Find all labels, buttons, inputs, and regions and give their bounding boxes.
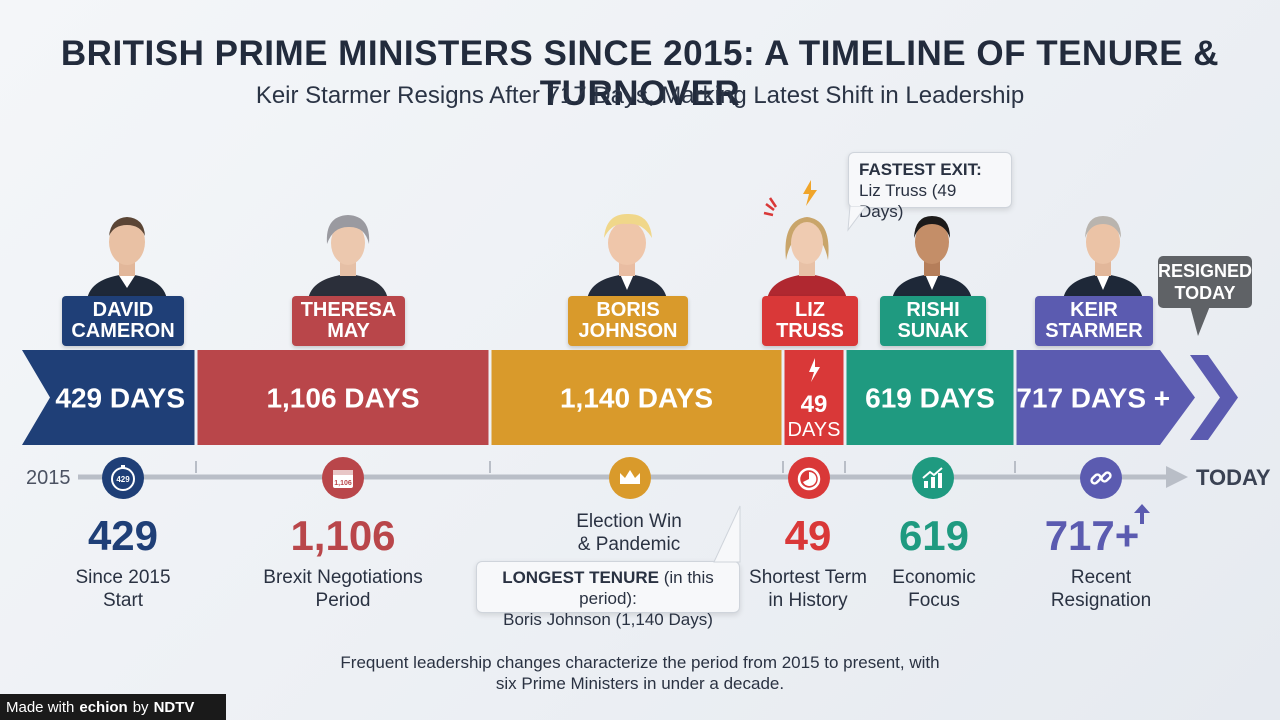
stat-label-line: in History [768,590,848,611]
longest-tenure-title: LONGEST TENURE [502,568,659,587]
longest-tenure-body: Boris Johnson (1,140 Days) [503,610,713,629]
lightning-icon [803,180,817,206]
longest-tenure-heading: LONGEST TENURE (in this period): [485,567,731,609]
longest-tenure-callout: LONGEST TENURE (in this period): Boris J… [476,561,740,629]
bar-label-sunak: 619 DAYS [865,383,995,414]
stat-label-sunak: Economic Focus [834,566,1034,612]
stat-label-line: Start [102,590,144,611]
fastest-exit-body: Liz Truss (49 Days) [859,181,957,221]
name-first: KEIR [1070,299,1118,321]
stat-label-line: Shortest Term [749,567,867,588]
axis-start-label: 2015 [26,467,71,489]
name-last: TRUSS [776,320,844,342]
bar-johnson [491,350,782,445]
stat-label-truss: Shortest Term in History [708,566,908,612]
truss-portrait [767,217,847,300]
name-first: THERESA [300,299,397,321]
bar-label-truss: 49 [801,391,828,418]
stat-may: 1,106 [290,512,396,559]
axis-end-label: TODAY [1196,465,1271,490]
name-sunak: RISHI SUNAK [880,296,986,346]
resigned-line-1: RESIGNED [1158,261,1253,281]
timer-icon [788,457,830,499]
name-may: THERESA MAY [292,296,405,346]
name-johnson: BORIS JOHNSON [568,296,688,346]
name-first: DAVID [92,299,154,321]
stat-truss: 49 [784,512,832,559]
stat-label-line: Period [315,590,371,611]
bar-sunak [846,350,1014,445]
badge-by: by [132,698,149,716]
badge-prefix: Made with [6,698,75,716]
stopwatch-icon: 429 [102,457,144,499]
made-with-badge: Made with echion by NDTV [0,694,226,720]
name-cameron: DAVID CAMERON [62,296,184,346]
name-last: SUNAK [897,320,969,342]
name-last: MAY [327,320,370,342]
page-title: BRITISH PRIME MINISTERS SINCE 2015: A TI… [60,34,1220,113]
stat-label-line: Focus [908,590,960,611]
growth-chart-icon [912,457,954,499]
calendar-icon-text: 1,106 [334,480,352,487]
fastest-exit-pointer [847,206,867,232]
bar-cameron [22,350,195,445]
bar-label-cameron: 429 DAYS [55,383,185,414]
name-last: STARMER [1045,320,1143,342]
stat-label-line: Since 2015 [75,567,171,588]
may-portrait [308,215,388,300]
bar-sublabel-truss: DAYS [788,419,841,441]
stat-label-starmer: Recent Resignation [1001,566,1201,612]
footer-note: Frequent leadership changes characterize… [340,653,940,693]
bar-label-starmer: 717 DAYS + [1016,383,1170,414]
stat-label-johnson: Election Win & Pandemic [529,510,729,556]
resigned-line-2: TODAY [1174,283,1236,303]
up-arrow-icon [1134,504,1150,524]
name-first: RISHI [906,299,960,321]
name-starmer: KEIR STARMER [1035,296,1153,346]
axis-arrow [1166,466,1188,488]
timeline-chevron [1190,355,1238,440]
stat-starmer: 717+ [1044,512,1140,559]
alert-lines-icon [763,197,778,217]
stat-cameron: 429 [87,512,159,559]
stat-label-line: Election Win [576,511,682,532]
bar-starmer [1016,350,1195,445]
johnson-portrait [587,213,667,300]
stat-label-may: Brexit Negotiations Period [243,566,443,612]
bar-may [197,350,489,445]
bar-label-johnson: 1,140 DAYS [560,383,713,414]
cameron-portrait [87,217,167,300]
calendar-icon: 1,106 [322,457,364,499]
stat-label-line: Brexit Negotiations [263,567,423,588]
stat-label-line: & Pandemic [577,534,681,555]
bar-label-may: 1,106 DAYS [266,383,419,414]
name-truss: LIZ TRUSS [762,296,858,346]
bar-truss-bolt-icon [809,358,820,382]
stopwatch-icon-text: 429 [116,475,130,484]
stat-label-line: Economic [892,567,976,588]
name-first: LIZ [795,299,825,321]
resigned-today-badge: RESIGNED TODAY [1158,256,1252,308]
starmer-portrait [1063,216,1143,300]
fastest-exit-callout: FASTEST EXIT: Liz Truss (49 Days) [848,152,1012,221]
name-first: BORIS [596,299,660,321]
name-last: JOHNSON [578,320,678,342]
badge-brand: echion [79,698,128,716]
longest-tenure-qualifier: (in this period): [579,568,714,608]
stat-label-cameron: Since 2015 Start [23,566,223,612]
crown-icon [609,457,651,499]
fastest-exit-title: FASTEST EXIT: [859,160,982,179]
broken-link-icon [1080,457,1122,499]
stat-label-line: Resignation [1050,590,1152,611]
page-subtitle: Keir Starmer Resigns After 717 Days, Mar… [255,82,1025,109]
stat-label-line: Recent [1070,567,1132,588]
sunak-portrait [892,216,972,300]
longest-tenure-pointer [713,505,741,563]
stat-sunak: 619 [898,512,970,559]
badge-org: NDTV [153,698,195,716]
resigned-pointer [1190,306,1210,336]
name-last: CAMERON [71,320,175,342]
